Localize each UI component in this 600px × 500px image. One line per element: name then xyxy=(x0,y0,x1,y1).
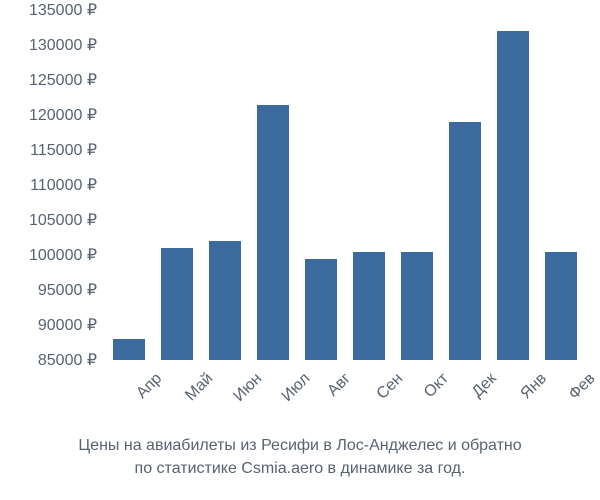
y-tick-label: 90000 ₽ xyxy=(38,315,97,335)
y-axis: 85000 ₽90000 ₽95000 ₽100000 ₽105000 ₽110… xyxy=(0,10,105,360)
bar xyxy=(497,31,528,360)
chart-caption: Цены на авиабилеты из Ресифи в Лос-Андже… xyxy=(0,435,600,480)
x-tick-label: Дек xyxy=(469,370,501,402)
price-chart: 85000 ₽ 90000 ₽ 95000 ₽ 100000 ₽ 105000 ₽ 110… xyxy=(0,0,600,500)
bar xyxy=(401,252,432,361)
bar xyxy=(449,122,480,360)
x-tick-label: Апр xyxy=(133,370,166,403)
y-tick-label: 95000 ₽ xyxy=(38,280,97,300)
x-tick-label: Окт xyxy=(421,370,453,402)
y-tick-label: 115000 ₽ xyxy=(30,140,97,160)
y-tick-label: 110000 ₽ xyxy=(30,175,97,195)
x-tick-label: Фев xyxy=(566,370,600,404)
bar xyxy=(353,252,384,361)
x-tick-label: Май xyxy=(182,370,217,405)
bar xyxy=(545,252,576,361)
y-tick-label: 135000 ₽ xyxy=(29,0,97,20)
bar xyxy=(257,105,288,361)
caption-line-1: Цены на авиабилеты из Ресифи в Лос-Андже… xyxy=(0,435,600,457)
bar xyxy=(305,259,336,361)
x-axis: АпрМайИюнИюлАвгСенОктДекЯнвФев xyxy=(105,362,585,422)
y-tick-label: 105000 ₽ xyxy=(29,210,97,230)
x-tick-label: Сен xyxy=(374,370,407,403)
bar xyxy=(113,339,144,360)
y-tick-label: 100000 ₽ xyxy=(29,245,97,265)
caption-line-2: по статистике Csmia.aero в динамике за г… xyxy=(0,458,600,480)
y-tick-label: 85000 ₽ xyxy=(38,350,97,370)
plot-area xyxy=(105,10,585,360)
x-tick-label: Янв xyxy=(517,370,550,403)
y-tick-label: 125000 ₽ xyxy=(29,70,97,90)
x-tick-label: Авг xyxy=(324,370,354,400)
x-tick-label: Июл xyxy=(279,370,315,406)
x-tick-label: Июн xyxy=(230,370,266,406)
y-tick-label: 120000 ₽ xyxy=(29,105,97,125)
bar xyxy=(161,248,192,360)
bar xyxy=(209,241,240,360)
y-tick-label: 130000 ₽ xyxy=(29,35,97,55)
